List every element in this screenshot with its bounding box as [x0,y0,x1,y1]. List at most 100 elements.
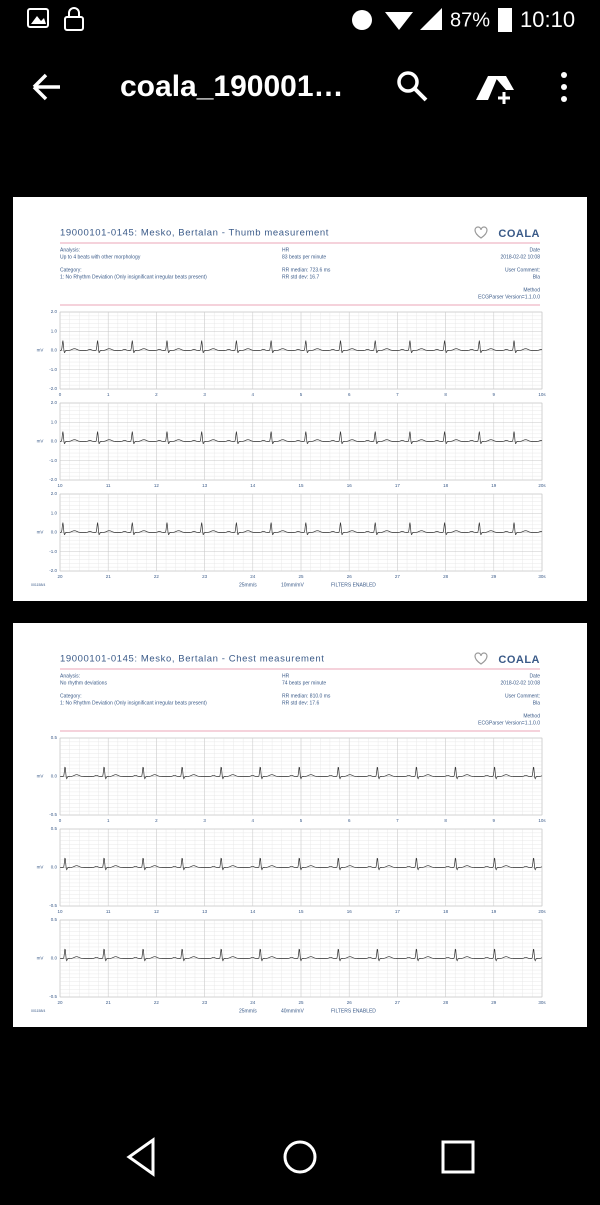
x-tick-label: 10 [57,483,63,488]
report-title: 19000101-0145: Mesko, Bertalan - Thumb m… [60,228,329,239]
footer-code: 001158/4 [31,1009,45,1013]
ecg-trace [60,431,543,445]
y-tick-label: 0.0 [51,774,58,779]
y-tick-label: 1.0 [51,510,58,515]
search-button[interactable] [397,71,428,102]
x-tick-label: 20 [57,574,63,579]
ecg-strip: 0.5 0.0 -0.510 11 12 13 14 15 16 17 18 19 20s mV [37,826,547,914]
y-tick-label: -2.0 [49,568,57,573]
report-page: 19000101-0145: Mesko, Bertalan - Chest m… [13,623,587,1027]
comment-label: User Comment: [505,693,540,699]
y-tick-label: -2.0 [49,386,57,391]
y-tick-label: -2.0 [49,477,57,482]
x-tick-label: 7 [396,818,399,823]
drive-icon[interactable] [476,76,514,100]
menu-dot[interactable] [561,96,567,102]
nav-buttons [126,1137,475,1177]
menu-dot[interactable] [561,72,567,78]
y-tick-label: 0.0 [51,348,58,353]
ecg-trace [59,948,543,962]
x-tick-label: 29 [491,574,497,579]
x-tick-label: 10 [57,909,63,914]
x-tick-label: 20s [538,909,546,914]
logo-heart [474,652,488,665]
lock-shackle [68,7,80,17]
report-title: 19000101-0145: Mesko, Bertalan - Chest m… [60,654,324,665]
gallery-icon-shape [31,16,46,24]
category-label: Category: [60,267,82,273]
x-tick-label: 12 [154,483,160,488]
back-arrow[interactable] [32,73,60,101]
back-button[interactable] [32,73,60,101]
analysis-label: Analysis: [60,247,80,253]
y-axis-label: mV [37,530,44,535]
comment-value: Bla [533,274,540,280]
y-tick-label: 0.0 [51,956,58,961]
paper-speed: 25mm/s [239,582,257,588]
x-tick-label: 3 [203,818,206,823]
rr-median: RR median: 810.0 ms [282,693,331,699]
method-value: ECGParser Version=1.1.0.0 [478,294,540,300]
nav-back[interactable] [126,1137,155,1177]
x-tick-label: 16 [347,483,353,488]
ecg-trace [59,766,543,780]
drive-button[interactable] [476,76,514,104]
wifi-icon [385,12,413,30]
search-handle[interactable] [413,87,428,102]
x-tick-label: 25 [298,1000,304,1005]
x-tick-label: 19 [491,909,497,914]
menu-button[interactable] [561,72,567,102]
ecg-strip: 0.5 0.0 -0.520 21 22 23 24 25 26 27 28 29 30s mV [37,917,547,1005]
ecg-strip: 2.0 1.0 0.0 -1.0 -2.020 21 22 23 24 25 26 27 28 29 30s… [37,491,547,579]
method-value: ECGParser Version=1.1.0.0 [478,720,540,726]
logo: COALA [498,228,540,240]
x-tick-label: 14 [250,483,256,488]
app-bar: coala_190001… [0,40,600,136]
gain: 40mm/mV [281,1008,304,1014]
x-tick-label: 18 [443,483,449,488]
x-tick-label: 4 [252,818,255,823]
bluetooth-icon [352,10,372,30]
ecg-trace [60,340,543,354]
status-bar: 87% 10:10 [0,0,600,40]
x-tick-label: 5 [300,392,303,397]
x-tick-label: 20s [538,483,546,488]
x-tick-label: 20 [57,1000,63,1005]
x-tick-label: 4 [252,392,255,397]
menu-dot[interactable] [561,84,567,90]
date-label: Date [529,247,540,253]
analysis-value: No rhythm deviations [60,680,107,686]
filters: FILTERS ENABLED [331,582,376,588]
y-tick-label: 1.0 [51,328,58,333]
x-tick-label: 1 [107,818,110,823]
y-tick-label: -1.0 [49,458,57,463]
ecg-trace [60,522,543,536]
x-tick-label: 15 [298,909,304,914]
y-tick-label: 0.5 [51,735,58,740]
y-tick-label: 0.0 [51,865,58,870]
x-tick-label: 21 [106,1000,112,1005]
nav-home[interactable] [283,1140,317,1174]
y-tick-label: 0.5 [51,917,58,922]
x-tick-label: 10s [538,818,546,823]
logo: COALA [498,654,540,666]
category-value: 1: No Rhythm Deviation (Only insignifica… [60,700,207,706]
rr-std: RR std dev: 16.7 [282,274,319,280]
x-tick-label: 8 [444,818,447,823]
nav-recents[interactable] [441,1140,475,1174]
search-icon[interactable] [397,71,419,93]
ecg-strip: 0.5 0.0 -0.50 1 2 3 4 5 6 7 8 9 10s mV [37,735,547,823]
x-tick-label: 3 [203,392,206,397]
date-value: 2018-02-02 10:08 [501,680,541,686]
hr-value: 74 beats per minute [282,680,326,686]
y-tick-label: -0.5 [49,812,57,817]
y-tick-label: -0.5 [49,903,57,908]
hr-label: HR [282,673,290,679]
x-tick-label: 23 [202,574,208,579]
x-tick-label: 6 [348,392,351,397]
x-tick-label: 17 [395,483,401,488]
drive-plus[interactable] [498,92,510,104]
battery-icon [498,8,512,32]
ecg-strip: 2.0 1.0 0.0 -1.0 -2.00 1 2 3 4 5 6 7 8 9 10s mV [37,309,547,397]
x-tick-label: 17 [395,909,401,914]
